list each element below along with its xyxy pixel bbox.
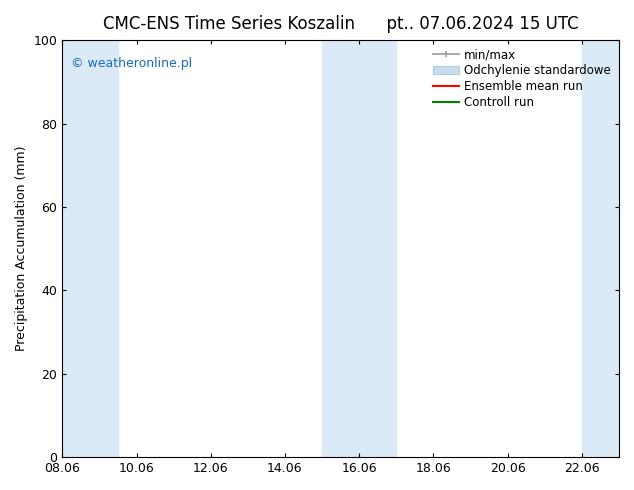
Bar	[582, 40, 619, 457]
Title: CMC-ENS Time Series Koszalin      pt.. 07.06.2024 15 UTC: CMC-ENS Time Series Koszalin pt.. 07.06.…	[103, 15, 578, 33]
Y-axis label: Precipitation Accumulation (mm): Precipitation Accumulation (mm)	[15, 146, 28, 351]
Bar	[322, 40, 396, 457]
Text: © weatheronline.pl: © weatheronline.pl	[70, 57, 191, 70]
Legend: min/max, Odchylenie standardowe, Ensemble mean run, Controll run: min/max, Odchylenie standardowe, Ensembl…	[429, 44, 616, 114]
Bar	[62, 40, 118, 457]
